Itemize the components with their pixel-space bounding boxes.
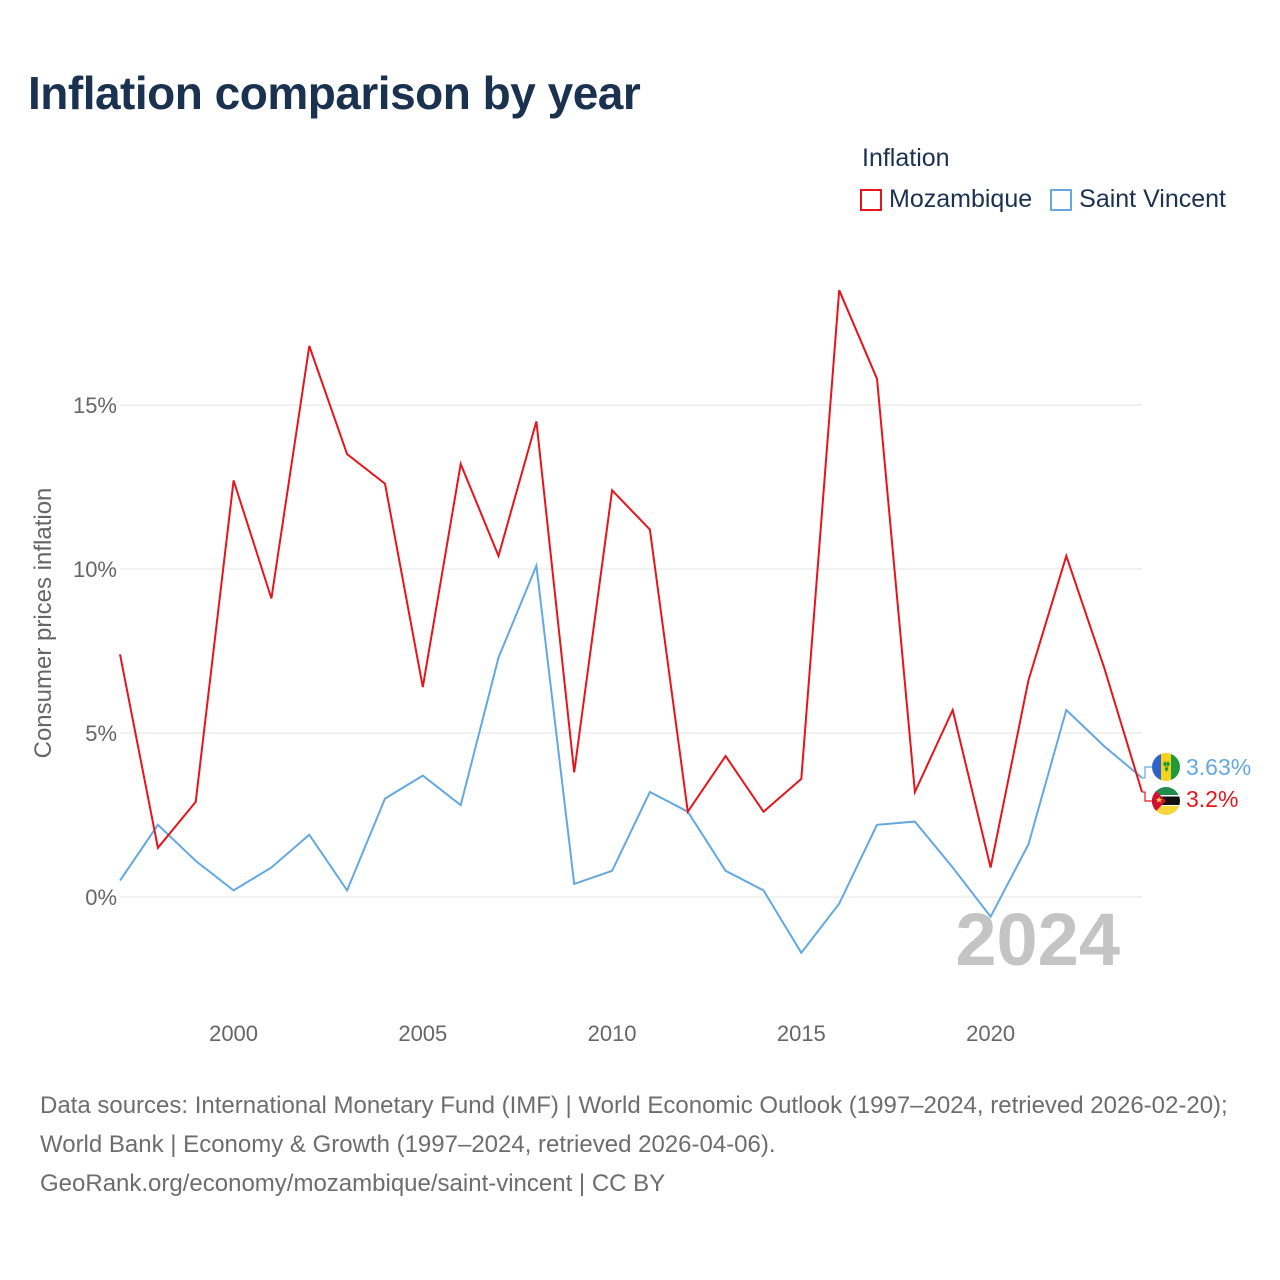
x-tick-label: 2015 [777, 1021, 826, 1046]
series-line-saint-vincent[interactable] [119, 561, 1143, 955]
x-axis-ticks: 2000 2005 2010 2015 2020 [209, 1021, 1015, 1046]
gridlines [120, 404, 1142, 898]
y-tick-label: 5% [85, 721, 117, 746]
connector-saint-vincent [1142, 766, 1152, 779]
chart-title: Inflation comparison by year [28, 67, 641, 119]
x-tick-label: 2005 [398, 1021, 447, 1046]
y-tick-label: 15% [73, 393, 117, 418]
y-tick-label: 10% [73, 557, 117, 582]
legend-label-saint-vincent: Saint Vincent [1079, 185, 1227, 213]
data-source-note: Data sources: International Monetary Fun… [40, 1086, 1250, 1203]
legend-item-mozambique[interactable]: Mozambique [860, 185, 1032, 214]
mozambique-flag-icon [1152, 787, 1180, 815]
y-axis-title: Consumer prices inflation [30, 488, 57, 759]
line-chart: 0% 5% 10% 15% 2000 2005 2010 2015 2020 Consumer… [30, 289, 1251, 1046]
end-label-saint-vincent: 3.63% [1186, 754, 1251, 780]
connector-mozambique [1142, 791, 1152, 802]
end-marker-mozambique: 3.2% [1142, 786, 1238, 815]
end-label-mozambique: 3.2% [1186, 786, 1238, 812]
end-marker-saint-vincent: 3.63% [1142, 753, 1251, 781]
year-watermark: 2024 [955, 898, 1120, 981]
legend: Mozambique Saint Vincent [860, 185, 1244, 214]
legend-swatch-mozambique [860, 188, 882, 211]
legend-item-saint-vincent[interactable]: Saint Vincent [1050, 185, 1226, 214]
x-tick-label: 2010 [588, 1021, 637, 1046]
x-tick-label: 2020 [966, 1021, 1015, 1046]
legend-swatch-saint-vincent [1050, 188, 1073, 211]
y-axis-ticks: 0% 5% 10% 15% [73, 393, 117, 910]
y-tick-label: 0% [85, 885, 117, 910]
series-line-mozambique[interactable] [119, 289, 1143, 868]
source-link[interactable]: GeoRank.org/economy/mozambique/saint-vin… [40, 1170, 666, 1197]
legend-title: Inflation [862, 144, 950, 172]
saint-vincent-flag-icon [1152, 753, 1180, 781]
x-tick-label: 2000 [209, 1021, 258, 1046]
legend-label-mozambique: Mozambique [889, 185, 1033, 213]
series-lines [119, 289, 1143, 955]
source-citation: Data sources: International Monetary Fun… [40, 1092, 1228, 1158]
